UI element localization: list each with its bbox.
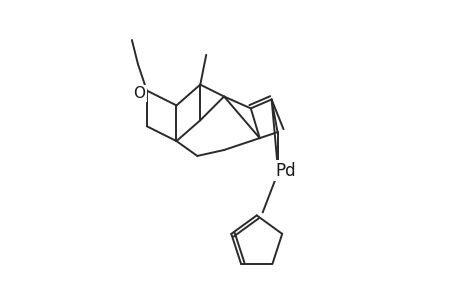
Text: O: O [133, 86, 145, 101]
Text: Pd: Pd [275, 162, 296, 180]
